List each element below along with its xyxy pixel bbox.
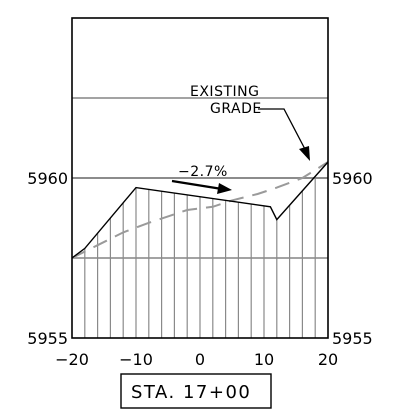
y-tick-label-left: 5960: [27, 169, 68, 188]
existing-grade-note-line1: EXISTING: [190, 84, 259, 100]
y-tick-label-right: 5955: [332, 329, 373, 348]
x-tick-label: −20: [55, 350, 89, 369]
y-tick-label-right: 5960: [332, 169, 373, 188]
proposed-grade-line: [71, 161, 329, 259]
section-hatch-lines: [84, 176, 316, 338]
station-label: STA. 17+00: [131, 382, 251, 403]
x-tick-label: 0: [195, 350, 205, 369]
station-offset-axis: −20 −10 0 10 20: [55, 350, 338, 369]
existing-grade-leader-arrowhead: [299, 146, 310, 161]
existing-grade-note-line2: GRADE: [210, 101, 262, 117]
x-tick-label: 20: [318, 350, 338, 369]
existing-grade-line: [71, 161, 329, 259]
elevation-axis: 5955 5955 5960 5960: [27, 169, 372, 348]
section-frame: [71, 17, 329, 339]
x-tick-label: 10: [254, 350, 274, 369]
station-label-box: [120, 373, 272, 409]
slope-arrow-head: [217, 183, 232, 194]
y-tick-label-left: 5955: [27, 329, 68, 348]
existing-grade-leader: [258, 108, 308, 154]
slope-label: −2.7%: [178, 164, 228, 180]
x-tick-label: −10: [119, 350, 153, 369]
slope-arrow-shaft: [171, 179, 223, 191]
